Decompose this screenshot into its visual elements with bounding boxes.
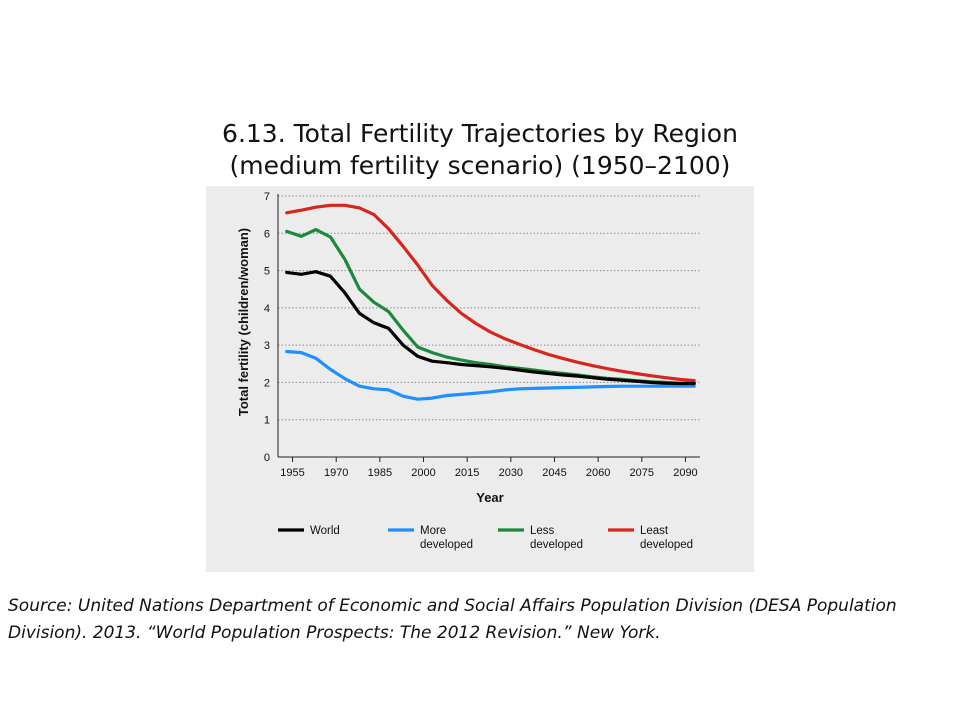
axes: [277, 194, 700, 462]
y-tick-label-5: 5: [264, 266, 270, 278]
slide-title: 6.13. Total Fertility Trajectories by Re…: [160, 118, 800, 182]
series-line-least-developed: [285, 203, 696, 383]
chart-panel: 0 1 2 3 4 5 6 7 1955 1970 1985 2000 2015 2030 2045 206…: [206, 186, 754, 572]
x-tick-label-1955: 1955: [280, 467, 304, 479]
series-line-less-developed: [285, 228, 696, 386]
x-tick-label-2090: 2090: [673, 467, 697, 479]
grid-lines: [278, 195, 700, 421]
y-axis-label: Total fertility (children/woman): [236, 228, 251, 416]
source-citation: Source: United Nations Department of Eco…: [8, 596, 897, 643]
series-lines: [285, 203, 696, 401]
x-tick-label-2015: 2015: [455, 467, 479, 479]
legend-label-less-developed: Less: [530, 525, 555, 537]
fertility-line-chart: 0 1 2 3 4 5 6 7 1955 1970 1985 2000 2015 2030 2045 206…: [236, 191, 700, 551]
legend: World More developed Less developed Least deve…: [278, 525, 693, 551]
legend-label-less-developed-line2: developed: [530, 539, 583, 551]
y-tick-label-4: 4: [264, 303, 270, 315]
x-tick-label-1970: 1970: [324, 467, 348, 479]
y-tick-label-0: 0: [264, 452, 270, 464]
y-tick-label-6: 6: [264, 228, 270, 240]
y-tick-labels: 0 1 2 3 4 5 6 7: [264, 191, 270, 464]
legend-label-world: World: [310, 525, 340, 537]
y-tick-label-2: 2: [264, 377, 270, 389]
legend-label-more-developed: More: [420, 525, 446, 537]
x-tick-label-2000: 2000: [411, 467, 435, 479]
legend-label-least-developed-line2: developed: [640, 539, 693, 551]
x-tick-label-1985: 1985: [368, 467, 392, 479]
x-tick-label-2075: 2075: [630, 467, 654, 479]
x-tick-label-2060: 2060: [586, 467, 610, 479]
y-tick-label-7: 7: [264, 191, 270, 203]
x-tick-labels: 1955 1970 1985 2000 2015 2030 2045 2060 2075 2090: [280, 467, 697, 479]
legend-label-least-developed: Least: [640, 525, 669, 537]
x-tick-label-2030: 2030: [499, 467, 523, 479]
title-line-2: (medium fertility scenario) (1950–2100): [229, 151, 731, 180]
series-line-more-developed: [285, 349, 696, 401]
y-tick-label-1: 1: [264, 415, 270, 427]
y-tick-label-3: 3: [264, 340, 270, 352]
x-tick-label-2045: 2045: [542, 467, 566, 479]
x-axis-label: Year: [476, 490, 503, 505]
legend-label-more-developed-line2: developed: [420, 539, 473, 551]
title-line-1: 6.13. Total Fertility Trajectories by Re…: [222, 119, 738, 148]
series-line-world: [285, 270, 696, 386]
